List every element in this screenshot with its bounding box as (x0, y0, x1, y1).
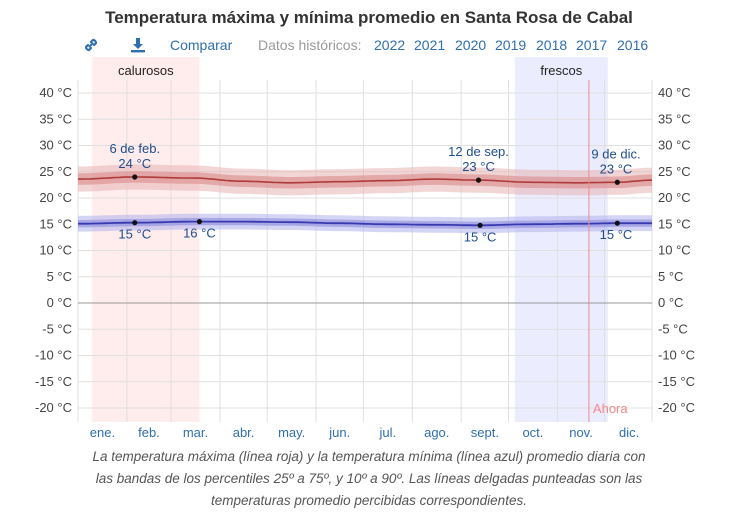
max-band-25-75 (78, 171, 652, 189)
annotation-dot-0 (132, 174, 138, 180)
chart-caption: La temperatura máxima (línea roja) y la … (40, 446, 698, 512)
year-link-2022[interactable]: 2022 (374, 37, 406, 53)
compare-link[interactable]: Comparar (170, 37, 233, 53)
y-tick-label-left: 35 °C (39, 111, 72, 126)
month-label-7: ago. (424, 425, 449, 440)
annotation-value-1: 23 °C (462, 159, 495, 174)
y-tick-label-right: 30 °C (658, 138, 691, 153)
y-tick-label-right: -20 °C (658, 400, 695, 415)
link-icon[interactable] (82, 36, 100, 54)
y-tick-label-left: 5 °C (47, 269, 72, 284)
y-tick-label-left: -15 °C (35, 374, 72, 389)
month-label-10: nov. (569, 425, 593, 440)
annotation-dot-2 (614, 179, 620, 185)
annotation-date-0: 6 de feb. (109, 141, 160, 156)
year-link-2018[interactable]: 2018 (536, 37, 568, 53)
now-label: Ahora (593, 401, 628, 416)
y-tick-label-left: 40 °C (39, 85, 72, 100)
annotation-value-6: 15 °C (600, 227, 633, 242)
y-tick-label-right: 10 °C (658, 243, 691, 258)
y-tick-label-right: -5 °C (658, 321, 688, 336)
y-tick-label-left: 20 °C (39, 190, 72, 205)
season-label-1: frescos (540, 63, 582, 78)
month-label-5: jun. (328, 425, 350, 440)
y-tick-label-left: 25 °C (39, 164, 72, 179)
month-label-8: sept. (471, 425, 499, 440)
y-tick-label-left: -5 °C (42, 321, 72, 336)
annotation-value-2: 23 °C (600, 161, 633, 176)
year-link-2017[interactable]: 2017 (576, 37, 608, 53)
season-label-0: calurosos (118, 63, 174, 78)
historic-data-label: Datos históricos: (258, 37, 362, 53)
month-label-11: dic. (619, 425, 639, 440)
season-band-1 (514, 57, 608, 422)
y-tick-label-left: 30 °C (39, 138, 72, 153)
y-tick-label-left: -20 °C (35, 400, 72, 415)
annotation-value-3: 15 °C (118, 227, 151, 242)
y-tick-label-right: -10 °C (658, 348, 695, 363)
annotation-value-0: 24 °C (118, 156, 151, 171)
month-label-4: may. (278, 425, 305, 440)
caption-line-2: las bandas de los percentiles 25º a 75º,… (95, 471, 643, 486)
y-tick-label-right: 35 °C (658, 111, 691, 126)
max-temp-line (78, 176, 652, 184)
y-tick-label-right: -15 °C (658, 374, 695, 389)
annotation-value-5: 15 °C (464, 229, 497, 244)
y-tick-label-left: 15 °C (39, 216, 72, 231)
y-tick-label-left: 0 °C (47, 295, 72, 310)
y-tick-label-right: 0 °C (658, 295, 683, 310)
temperature-chart: calurosos frescos 40 °C 40 °C 35 °C 35 °C 30 °… (35, 57, 695, 440)
month-label-0: ene. (90, 425, 115, 440)
min-temp-line (78, 220, 652, 227)
annotation-value-4: 16 °C (183, 226, 216, 241)
y-tick-label-right: 40 °C (658, 85, 691, 100)
annotation-date-2: 9 de dic. (591, 146, 640, 161)
month-label-2: mar. (183, 425, 208, 440)
month-label-1: feb. (138, 425, 160, 440)
annotation-dot-3 (132, 220, 138, 226)
annotation-dot-4 (196, 219, 203, 225)
year-link-2019[interactable]: 2019 (495, 37, 527, 53)
year-link-2021[interactable]: 2021 (414, 37, 446, 53)
annotation-dot-1 (475, 177, 482, 183)
month-label-6: jul. (379, 425, 397, 440)
month-label-3: abr. (233, 425, 255, 440)
y-tick-label-right: 5 °C (658, 269, 683, 284)
y-tick-label-right: 20 °C (658, 190, 691, 205)
year-link-2016[interactable]: 2016 (617, 37, 649, 53)
caption-line-1: La temperatura máxima (línea roja) y la … (92, 449, 646, 464)
month-label-9: oct. (522, 425, 543, 440)
annotation-date-1: 12 de sep. (448, 144, 509, 159)
annotation-dot-6 (614, 220, 620, 226)
caption-line-3: temperaturas promedio percibidas corresp… (211, 493, 527, 508)
y-tick-label-left: 10 °C (39, 243, 72, 258)
year-link-2020[interactable]: 2020 (455, 37, 487, 53)
y-tick-label-right: 25 °C (658, 164, 691, 179)
toolbar: Comparar Datos históricos: 2022 2021 202… (0, 36, 738, 56)
y-tick-label-right: 15 °C (658, 216, 691, 231)
annotation-dot-5 (477, 222, 483, 228)
download-icon[interactable] (129, 36, 147, 54)
season-band-0 (92, 57, 200, 422)
chart-title: Temperatura máxima y mínima promedio en … (105, 8, 633, 27)
y-tick-label-left: -10 °C (35, 348, 72, 363)
